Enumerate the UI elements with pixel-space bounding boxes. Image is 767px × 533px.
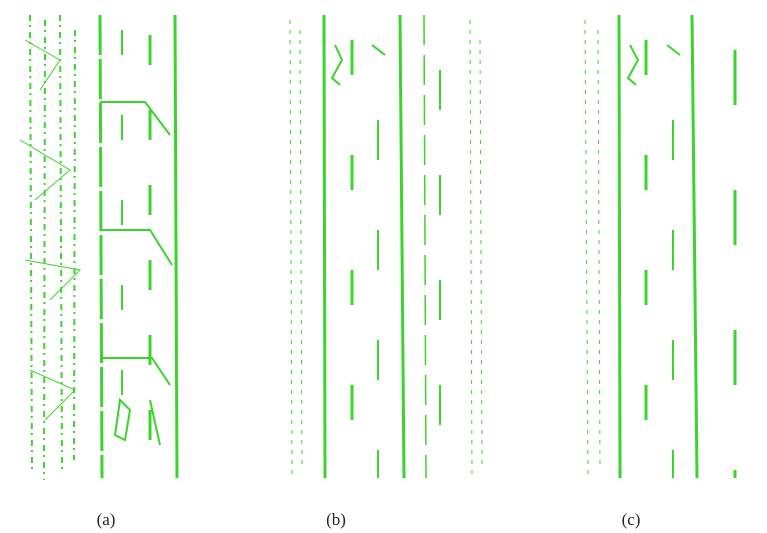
edge-texture <box>29 14 76 481</box>
edge-shape <box>100 101 173 446</box>
panel-label: (c) <box>622 510 641 529</box>
panel-label: (b) <box>326 510 346 529</box>
panel-c-image <box>584 14 737 479</box>
lane-line <box>98 14 104 479</box>
lane-line <box>398 14 406 479</box>
panel-label: (a) <box>97 510 116 529</box>
edge-texture <box>584 19 601 476</box>
edge-shape <box>626 44 681 86</box>
edge-texture <box>19 39 82 421</box>
lane-line <box>173 14 179 479</box>
lane-line <box>617 14 622 479</box>
lane-line <box>690 14 699 479</box>
panel-b-image <box>289 14 483 479</box>
edge-shape <box>330 44 386 86</box>
panel-a-image <box>19 14 179 481</box>
edge-texture <box>289 19 483 476</box>
lane-line <box>322 14 327 479</box>
lane-line <box>423 14 427 479</box>
